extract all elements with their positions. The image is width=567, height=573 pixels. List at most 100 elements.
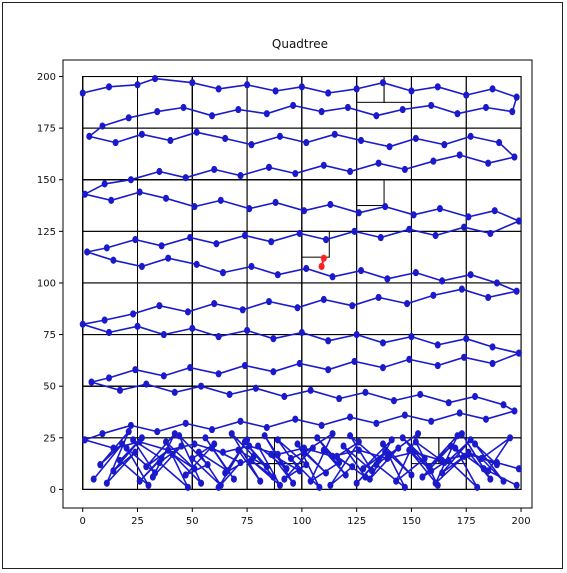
data-point <box>493 279 500 287</box>
data-point <box>292 169 299 178</box>
data-point <box>143 463 150 471</box>
data-point <box>485 159 492 167</box>
data-point <box>458 430 465 438</box>
data-point <box>244 81 251 89</box>
data-point <box>320 161 327 169</box>
data-point <box>428 101 435 110</box>
data-point <box>248 141 255 149</box>
data-point <box>116 456 123 465</box>
x-tick-label: 100 <box>292 516 311 527</box>
data-point <box>303 461 310 469</box>
data-point <box>217 196 224 204</box>
data-point <box>84 248 91 256</box>
data-point <box>108 196 115 204</box>
data-point <box>430 291 437 299</box>
data-point <box>373 112 380 120</box>
data-point <box>248 262 255 271</box>
data-point <box>467 436 474 444</box>
data-point <box>81 190 88 198</box>
data-point <box>507 434 514 442</box>
data-point <box>489 359 496 368</box>
data-point <box>296 229 303 238</box>
data-point <box>86 132 93 140</box>
x-tick-label: 150 <box>402 516 421 527</box>
data-point <box>309 444 316 452</box>
data-point <box>296 467 303 475</box>
data-point <box>485 293 492 302</box>
quadtree-cell <box>301 76 358 129</box>
data-point <box>327 481 334 489</box>
data-point <box>106 374 113 382</box>
data-point <box>511 153 518 161</box>
data-point <box>292 415 299 423</box>
y-tick-label: 200 <box>37 72 56 83</box>
data-point <box>130 436 137 444</box>
data-point <box>329 273 336 281</box>
plot-area <box>62 59 533 509</box>
data-point <box>184 308 191 316</box>
data-point <box>237 172 244 180</box>
data-point <box>97 461 104 469</box>
data-point <box>303 264 310 273</box>
data-point <box>276 481 283 489</box>
data-point <box>171 388 178 396</box>
data-point <box>412 134 419 143</box>
data-point <box>369 467 376 475</box>
quadtree-cell <box>301 282 358 336</box>
data-point <box>379 339 386 347</box>
data-point <box>239 306 246 314</box>
data-point <box>101 180 108 188</box>
data-point <box>322 469 329 477</box>
x-tick-label: 200 <box>511 516 530 527</box>
data-point <box>322 236 329 244</box>
data-point <box>266 163 273 171</box>
data-point <box>325 89 332 97</box>
data-point <box>386 143 393 151</box>
data-point <box>463 91 470 99</box>
data-point <box>248 456 255 465</box>
data-point <box>138 262 145 271</box>
data-point <box>491 207 498 215</box>
data-point <box>349 463 356 471</box>
data-point <box>211 165 218 174</box>
data-point <box>178 442 185 450</box>
data-point <box>180 103 187 112</box>
data-point <box>270 335 277 343</box>
data-point <box>458 285 465 293</box>
quadtree-cell <box>82 179 139 232</box>
data-point <box>215 333 222 341</box>
data-point <box>406 355 413 363</box>
data-point <box>270 368 277 376</box>
data-point <box>351 227 358 235</box>
data-point <box>136 477 143 485</box>
data-point <box>276 132 283 140</box>
data-point <box>461 353 468 361</box>
x-tick-label: 50 <box>186 516 199 527</box>
data-point <box>257 477 264 485</box>
data-point <box>384 275 391 283</box>
y-tick-label: 75 <box>43 330 56 341</box>
data-point <box>320 295 327 304</box>
data-point <box>235 446 242 454</box>
data-point <box>320 446 327 454</box>
data-point <box>366 475 373 483</box>
data-point <box>415 430 422 438</box>
data-point <box>375 159 382 167</box>
data-point <box>401 411 408 419</box>
data-point <box>136 188 143 196</box>
data-point <box>270 473 277 481</box>
data-point <box>198 479 205 487</box>
data-point <box>515 349 522 357</box>
data-point <box>209 425 216 434</box>
data-point <box>132 236 139 244</box>
quadtree-cell <box>246 282 303 336</box>
data-point <box>189 454 196 463</box>
data-point <box>461 223 468 231</box>
data-point <box>434 341 441 349</box>
data-point <box>252 384 259 392</box>
series-line <box>93 430 518 489</box>
data-point <box>515 217 522 225</box>
data-point <box>79 320 86 328</box>
data-point <box>340 442 347 450</box>
x-tick-label: 75 <box>241 516 254 527</box>
